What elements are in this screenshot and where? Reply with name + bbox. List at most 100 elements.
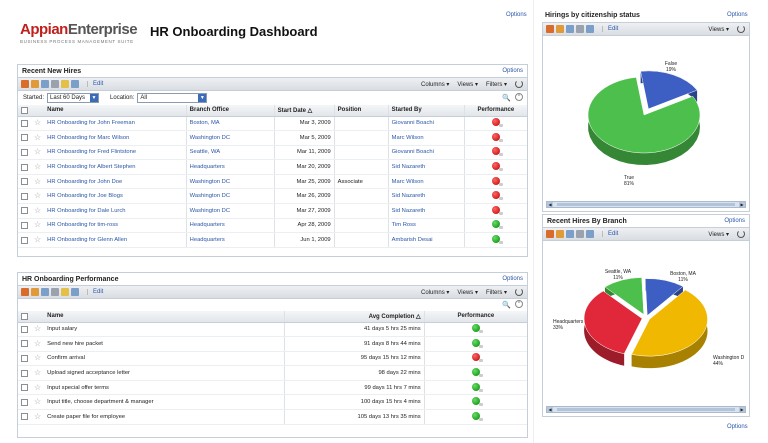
options-link[interactable]: Options <box>727 12 748 18</box>
pie-slice[interactable] <box>604 277 645 315</box>
branch-office-link[interactable]: Washington DC <box>189 207 231 214</box>
branch-office-link[interactable]: Washington DC <box>189 178 231 185</box>
feed-icon[interactable] <box>61 288 69 296</box>
started-by-link[interactable]: Giovanni Boachi <box>391 149 434 156</box>
star-icon[interactable]: ☆ <box>34 162 42 172</box>
select-all-checkbox[interactable] <box>21 312 28 320</box>
hire-name-link[interactable]: HR Onboarding for tim-ross <box>47 222 119 229</box>
branch-office-link[interactable]: Seattle, WA <box>189 149 221 156</box>
hire-name-link[interactable]: HR Onboarding for Fred Flintstone <box>47 149 137 156</box>
row-checkbox[interactable] <box>21 384 28 392</box>
refresh-icon[interactable] <box>737 25 745 33</box>
table-row[interactable]: ☆ HR Onboarding for Joe Blogs Washington D… <box>18 188 527 205</box>
edit-button[interactable]: Edit <box>602 231 618 237</box>
started-by-link[interactable]: Tim Ross <box>391 222 416 229</box>
column-header[interactable]: Performance <box>423 311 527 323</box>
rss-icon[interactable] <box>546 230 554 238</box>
pie-slice[interactable] <box>587 77 701 154</box>
started-by-link[interactable]: Marc Wilson <box>391 178 424 185</box>
started-by-link[interactable]: Marc Wilson <box>391 134 424 141</box>
columns-menu[interactable]: Columns ▾ <box>421 289 450 296</box>
branch-office-link[interactable]: Headquarters <box>189 222 225 229</box>
row-checkbox[interactable] <box>21 369 28 377</box>
views-menu[interactable]: Views ▾ <box>708 231 729 238</box>
select-all-checkbox[interactable] <box>21 106 28 114</box>
hire-name-link[interactable]: HR Onboarding for Glenn Allen <box>47 237 128 244</box>
column-header[interactable]: Branch Office <box>185 105 275 117</box>
email-icon[interactable] <box>576 230 584 238</box>
table-row[interactable]: ☆ HR Onboarding for tim-ross Headquarters A… <box>18 218 527 234</box>
options-link[interactable]: Options <box>724 218 745 224</box>
star-icon[interactable]: ☆ <box>34 368 42 378</box>
column-header[interactable]: Name <box>44 311 285 323</box>
refresh-icon[interactable] <box>737 230 745 238</box>
email-icon[interactable] <box>51 288 59 296</box>
views-menu[interactable]: Views ▾ <box>457 81 478 88</box>
rss-icon[interactable] <box>31 288 39 296</box>
pie-slice[interactable] <box>640 70 698 110</box>
views-menu[interactable]: Views ▾ <box>457 289 478 296</box>
hire-name-link[interactable]: HR Onboarding for Albert Stephen <box>47 164 136 171</box>
star-icon[interactable]: ☆ <box>34 353 42 363</box>
row-checkbox[interactable] <box>21 134 28 142</box>
table-row[interactable]: ☆ Confirm arrival 95 days 15 hrs 12 mins <box>18 351 527 367</box>
rss-icon[interactable] <box>21 288 29 296</box>
feed-icon[interactable] <box>61 80 69 88</box>
row-checkbox[interactable] <box>21 148 28 156</box>
table-row[interactable]: ☆ HR Onboarding for Marc Wilson Washington… <box>18 130 527 146</box>
started-by-link[interactable]: Sid Nazareth <box>391 193 426 200</box>
table-row[interactable]: ☆ Input title, choose department & manage… <box>18 394 527 411</box>
table-row[interactable]: ☆ Send new hire packet 91 days 8 hrs 44 mi… <box>18 336 527 352</box>
started-select[interactable]: Last 60 Days ▼ <box>47 93 100 103</box>
star-icon[interactable]: ☆ <box>34 235 42 245</box>
print-icon[interactable] <box>566 230 574 238</box>
refresh-icon[interactable] <box>515 80 523 88</box>
branch-office-link[interactable]: Headquarters <box>189 164 225 171</box>
search-icon[interactable]: 🔍 <box>502 95 511 102</box>
filters-menu[interactable]: Filters ▾ <box>485 289 507 296</box>
rss-icon[interactable] <box>546 25 554 33</box>
row-checkbox[interactable] <box>21 325 28 333</box>
row-checkbox[interactable] <box>21 163 28 171</box>
branch-office-link[interactable]: Boston, MA <box>189 120 220 127</box>
started-by-link[interactable]: Giovanni Boachi <box>391 120 434 127</box>
column-header[interactable]: Avg Completion △ <box>283 311 425 323</box>
branch-office-link[interactable]: Washington DC <box>189 193 231 200</box>
row-checkbox[interactable] <box>21 207 28 215</box>
row-checkbox[interactable] <box>21 178 28 186</box>
column-header[interactable]: Start Date △ <box>273 105 335 117</box>
star-icon[interactable]: ☆ <box>34 191 42 201</box>
table-row[interactable]: ☆ HR Onboarding for Glenn Allen Headquarte… <box>18 232 527 248</box>
started-by-link[interactable]: Sid Nazareth <box>391 207 426 214</box>
column-header[interactable]: Position <box>333 105 389 117</box>
table-row[interactable]: ☆ Create paper file for employee 105 days … <box>18 409 527 425</box>
collapse-icon[interactable]: ^ <box>515 300 523 308</box>
row-checkbox[interactable] <box>21 192 28 200</box>
rss-icon[interactable] <box>556 25 564 33</box>
options-link[interactable]: Options <box>502 276 523 282</box>
row-checkbox[interactable] <box>21 221 28 229</box>
pie-slice[interactable] <box>583 290 643 355</box>
star-icon[interactable]: ☆ <box>34 324 42 334</box>
edit-button[interactable]: Edit <box>602 26 618 32</box>
star-icon[interactable]: ☆ <box>34 397 42 407</box>
print-icon[interactable] <box>41 80 49 88</box>
table-row[interactable]: ☆ Input special offer terms 99 days 11 hrs… <box>18 380 527 396</box>
hire-name-link[interactable]: HR Onboarding for John Freeman <box>47 120 135 127</box>
branch-office-link[interactable]: Washington DC <box>189 134 231 141</box>
location-select[interactable]: All ▼ <box>137 93 208 103</box>
views-menu[interactable]: Views ▾ <box>708 26 729 33</box>
pie-slice[interactable] <box>631 289 708 357</box>
email-icon[interactable] <box>576 25 584 33</box>
table-row[interactable]: ☆ HR Onboarding for John Freeman Boston, M… <box>18 116 527 132</box>
table-row[interactable]: ☆ Upload signed acceptance letter 98 days … <box>18 365 527 381</box>
star-icon[interactable]: ☆ <box>34 220 42 230</box>
collapse-icon[interactable]: ^ <box>515 93 523 101</box>
share-icon[interactable] <box>71 288 79 296</box>
star-icon[interactable]: ☆ <box>34 176 42 186</box>
horizontal-scrollbar[interactable]: ◀ ▶ <box>546 406 746 413</box>
edit-button[interactable]: Edit <box>87 289 103 295</box>
star-icon[interactable]: ☆ <box>34 382 42 392</box>
row-checkbox[interactable] <box>21 398 28 406</box>
rss-icon[interactable] <box>31 80 39 88</box>
